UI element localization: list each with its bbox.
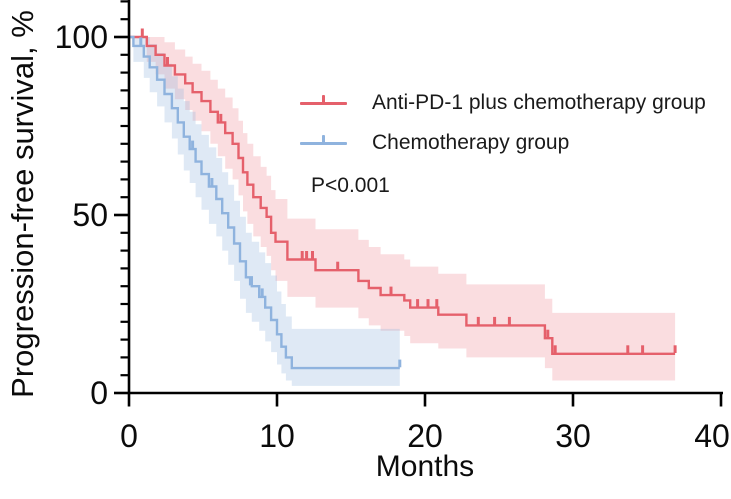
anti-pd1-key [300, 90, 347, 116]
anti-pd1-censor-tick-icon [322, 95, 325, 104]
svg-text:50: 50 [72, 197, 108, 233]
y-axis-label: Progression-free survival, % [5, 10, 40, 398]
svg-text:0: 0 [90, 375, 108, 411]
x-axis-label: Months [375, 450, 475, 483]
legend-label-anti-pd1: Anti-PD-1 plus chemotherapy group [372, 91, 706, 114]
svg-text:0: 0 [120, 418, 138, 454]
legend: Anti-PD-1 plus chemotherapy group Chemot… [300, 90, 731, 197]
svg-text:20: 20 [407, 418, 443, 454]
chemo-censor-tick-icon [322, 135, 325, 144]
svg-text:30: 30 [555, 418, 591, 454]
svg-text:10: 10 [259, 418, 295, 454]
svg-text:100: 100 [55, 19, 108, 55]
svg-text:40: 40 [694, 418, 730, 454]
legend-item-anti-pd1: Anti-PD-1 plus chemotherapy group [300, 90, 731, 116]
chemo-key [300, 130, 347, 156]
legend-item-chemo: Chemotherapy group [300, 130, 731, 156]
legend-label-chemo: Chemotherapy group [372, 131, 570, 154]
p-value-annotation: P<0.001 [311, 174, 390, 197]
